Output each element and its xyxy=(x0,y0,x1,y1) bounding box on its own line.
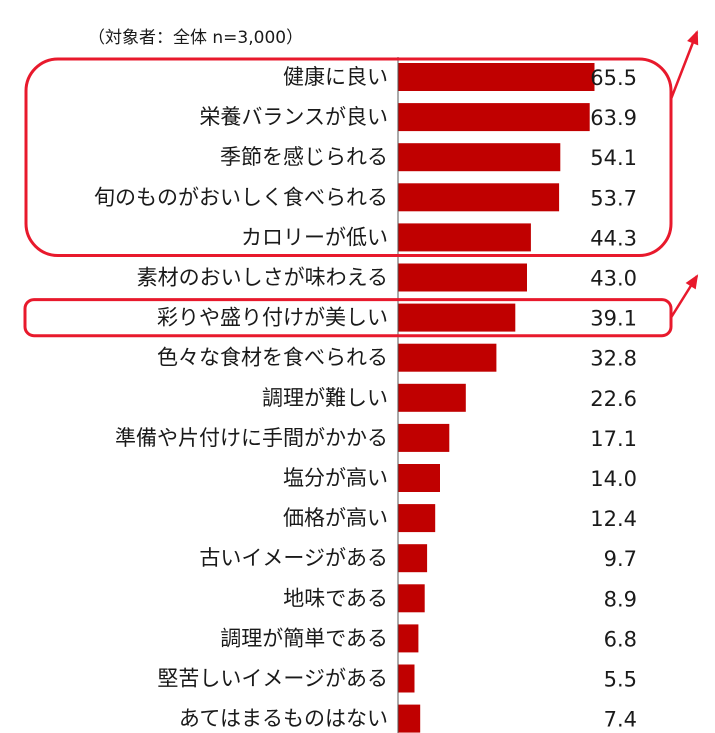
bar xyxy=(398,664,415,693)
category-label: 古いイメージがある xyxy=(199,546,388,570)
value-label: 17.1 xyxy=(590,427,637,451)
value-label: 44.3 xyxy=(590,226,637,250)
value-labels-group: 65.5 63.9 54.1 53.7 44.3 43.0 39.1 32.8 22.6 17.1… xyxy=(590,66,637,732)
category-label: 地味である xyxy=(283,586,388,610)
bar xyxy=(398,143,561,172)
category-label: 素材のおいしさが味わえる xyxy=(137,266,388,290)
bar xyxy=(398,303,516,332)
bar xyxy=(398,383,466,412)
bar xyxy=(398,704,421,733)
category-label: あてはまるものはない xyxy=(179,707,388,731)
category-label: 栄養バランスが良い xyxy=(199,105,388,129)
category-label: 堅苦しいイメージがある xyxy=(157,667,388,691)
highlight-group xyxy=(23,30,699,338)
highlight-frame xyxy=(24,57,673,257)
category-label: 準備や片付けに手間がかかる xyxy=(115,426,388,450)
value-label: 32.8 xyxy=(590,347,637,371)
value-label: 7.4 xyxy=(604,708,637,732)
arrow-head-icon xyxy=(687,30,699,46)
bar xyxy=(398,544,428,573)
bar xyxy=(398,263,527,292)
bar xyxy=(398,223,531,252)
category-label: 調理が難しい xyxy=(262,386,388,410)
value-label: 5.5 xyxy=(604,668,637,692)
category-label: 塩分が高い xyxy=(283,466,388,490)
bar xyxy=(398,584,425,613)
value-label: 43.0 xyxy=(590,267,637,291)
bar xyxy=(398,423,450,452)
bar xyxy=(398,504,436,533)
category-label: 健康に良い xyxy=(283,65,388,89)
category-label: 季節を感じられる xyxy=(220,145,388,169)
value-label: 14.0 xyxy=(590,467,637,491)
bar xyxy=(398,464,440,492)
bars-group xyxy=(398,63,595,733)
value-label: 53.7 xyxy=(590,186,637,210)
value-label: 65.5 xyxy=(590,66,637,90)
bar xyxy=(398,624,419,653)
value-label: 63.9 xyxy=(590,106,637,130)
value-label: 8.9 xyxy=(604,587,637,611)
bar xyxy=(398,183,560,212)
value-label: 12.4 xyxy=(590,507,637,531)
value-label: 9.7 xyxy=(604,547,637,571)
value-label: 39.1 xyxy=(590,307,637,331)
category-label: 調理が簡単である xyxy=(220,626,388,650)
arrow-head-icon xyxy=(685,274,699,290)
value-label: 22.6 xyxy=(590,387,637,411)
value-label: 54.1 xyxy=(590,146,637,170)
category-label: 彩りや盛り付けが美しい xyxy=(157,306,388,330)
category-label: 価格が高い xyxy=(283,506,388,530)
chart-subtitle: （対象者：全体 n=3,000） xyxy=(88,28,303,48)
value-label: 6.8 xyxy=(604,627,637,651)
bar xyxy=(398,343,497,372)
category-label: 色々な食材を食べられる xyxy=(157,346,388,370)
bar xyxy=(398,63,595,91)
category-labels-group: 健康に良い栄養バランスが良い季節を感じられる旬のものがおいしく食べられるカロリー… xyxy=(94,65,388,731)
category-label: 旬のものがおいしく食べられる xyxy=(94,185,388,209)
bar xyxy=(398,103,590,132)
highlight-frame xyxy=(23,298,673,338)
category-label: カロリーが低い xyxy=(241,225,388,249)
